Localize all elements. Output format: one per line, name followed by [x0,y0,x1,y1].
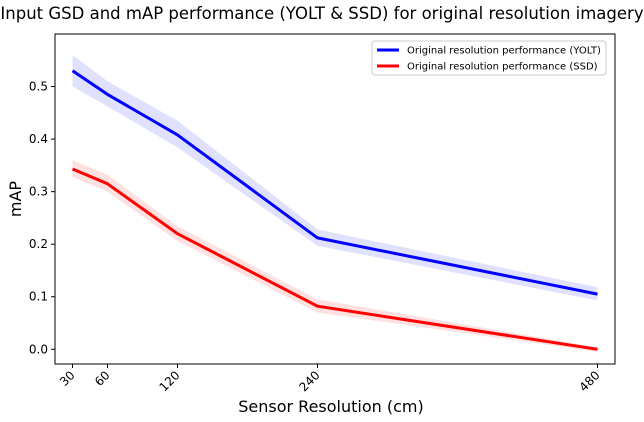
series-lines [71,69,598,351]
legend-label-yolt: Original resolution performance (YOLT) [407,46,601,57]
x-axis-label: Sensor Resolution (cm) [238,397,423,416]
x-axis: 30 60 120 240 480 [57,364,603,394]
y-tick-label: 0.3 [29,185,48,199]
plot-area-frame [54,33,616,365]
x-tick-label: 30 [57,368,78,389]
legend-box [371,40,607,76]
x-tick-label: 60 [92,368,113,389]
y-tick-label: 0.5 [29,80,48,94]
y-tick-label: 0.4 [29,132,48,146]
y-tick-label: 0.1 [29,290,48,304]
confidence-bands [72,55,598,352]
y-tick-label: 0.0 [29,342,48,356]
ssd-series-line [71,167,598,351]
x-tick-label: 120 [157,368,183,394]
legend: Original resolution performance (YOLT) Or… [371,40,607,76]
yolt-confidence-band [72,55,598,301]
chart-title: Input GSD and mAP performance (YOLT & SS… [0,4,643,23]
yolt-series-line [71,69,598,296]
x-tick-label: 240 [297,368,323,394]
ssd-confidence-band [72,160,598,352]
x-tick-label: 480 [577,368,603,394]
y-axis-label: mAP [6,181,25,218]
y-tick-label: 0.2 [29,237,48,251]
y-axis: 0.0 0.1 0.2 0.3 0.4 0.5 [29,80,55,356]
legend-label-ssd: Original resolution performance (SSD) [407,62,598,73]
